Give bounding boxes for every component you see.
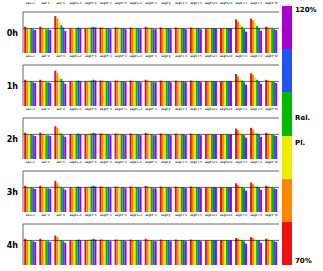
svg-text:Δβγ: Δβγ [161,108,171,112]
svg-text:ΔβC₄: ΔβC₄ [130,161,142,165]
svg-text:ΔβC₄: ΔβC₄ [130,2,142,6]
svg-text:ΔβP₄: ΔβP₄ [115,214,127,218]
svg-text:ΔβT₃: ΔβT₃ [175,214,187,218]
svg-text:ΔβC₂: ΔβC₂ [70,161,82,165]
svg-text:ΔβO₁: ΔβO₁ [205,214,218,218]
html-text:2h: 2h [6,135,18,144]
svg-text:ΔβO₁: ΔβO₁ [205,55,218,59]
svg-text:ΔF₃: ΔF₃ [56,2,64,5]
svg-text:ΔβT₄: ΔβT₄ [251,2,263,6]
svg-text:ΔF₃: ΔF₃ [56,55,64,58]
html-text:0h: 0h [6,29,18,38]
svg-text:ΔβP₄: ΔβP₄ [115,55,127,59]
svg-text:ΔβT₅: ΔβT₅ [190,161,202,165]
svg-text:ΔβT₆: ΔβT₆ [236,214,248,218]
svg-text:ΔβT₅: ΔβT₅ [190,55,202,59]
svg-text:ΔβT₃: ΔβT₃ [175,55,187,59]
svg-text:ΔβP₄: ΔβP₄ [115,2,127,6]
svg-text:ΔβP₄: ΔβP₄ [115,108,127,112]
svg-text:ΔC₁: ΔC₁ [26,55,35,58]
svg-text:ΔβF₄: ΔβF₄ [145,108,157,112]
html-text:1h: 1h [6,82,18,91]
svg-text:ΔβF₄: ΔβF₄ [145,55,157,59]
html-text:3h: 3h [6,188,18,197]
svg-text:ΔβF₄: ΔβF₄ [145,161,157,165]
svg-text:ΔβC₂: ΔβC₂ [70,108,82,112]
svg-text:ΔβP₃: ΔβP₃ [85,2,97,6]
svg-text:ΔF₂: ΔF₂ [41,108,49,111]
svg-text:ΔβT₄: ΔβT₄ [251,55,263,59]
svg-text:ΔβFθ: ΔβFθ [265,214,278,218]
svg-text:ΔF₃: ΔF₃ [56,214,64,217]
svg-text:ΔβT₆: ΔβT₆ [236,55,248,59]
svg-text:ΔC₁: ΔC₁ [26,161,35,164]
svg-text:ΔβP₄: ΔβP₄ [100,108,112,112]
svg-text:ΔF₃: ΔF₃ [56,161,64,164]
html-text:Rel.: Rel. [295,113,311,122]
svg-text:ΔβO₂: ΔβO₂ [220,161,233,165]
svg-text:ΔβP₄: ΔβP₄ [100,214,112,218]
svg-text:ΔβT₃: ΔβT₃ [175,2,187,6]
svg-text:ΔβC₄: ΔβC₄ [130,108,142,112]
svg-text:ΔβO₂: ΔβO₂ [220,108,233,112]
svg-text:Δβγ: Δβγ [161,55,171,59]
svg-text:ΔF₂: ΔF₂ [41,55,49,58]
svg-text:ΔβP₃: ΔβP₃ [85,161,97,165]
svg-text:ΔC₁: ΔC₁ [26,214,35,217]
svg-text:ΔβT₅: ΔβT₅ [190,214,202,218]
svg-text:ΔβFθ: ΔβFθ [265,2,278,6]
svg-text:ΔF₂: ΔF₂ [41,2,49,5]
svg-text:ΔβT₆: ΔβT₆ [236,161,248,165]
svg-text:ΔβF₄: ΔβF₄ [145,2,157,6]
svg-text:ΔβO₁: ΔβO₁ [205,2,218,6]
svg-text:ΔβP₃: ΔβP₃ [85,108,97,112]
svg-text:ΔβP₄: ΔβP₄ [115,161,127,165]
svg-text:ΔβT₆: ΔβT₆ [236,108,248,112]
svg-text:ΔβT₅: ΔβT₅ [190,2,202,6]
svg-text:ΔβC₄: ΔβC₄ [130,55,142,59]
html-text:4h: 4h [6,241,18,250]
svg-text:ΔβT₃: ΔβT₃ [175,108,187,112]
svg-text:ΔβP₄: ΔβP₄ [100,161,112,165]
svg-text:Δβγ: Δβγ [161,214,171,218]
svg-text:ΔβC₄: ΔβC₄ [130,214,142,218]
svg-text:ΔβO₂: ΔβO₂ [220,2,233,6]
svg-text:ΔβP₃: ΔβP₃ [85,55,97,59]
svg-text:ΔβC₂: ΔβC₂ [70,55,82,59]
svg-text:ΔβFθ: ΔβFθ [265,161,278,165]
svg-text:ΔC₁: ΔC₁ [26,108,35,111]
html-text:70%: 70% [295,257,312,265]
svg-text:ΔβF₄: ΔβF₄ [145,214,157,218]
svg-text:ΔF₂: ΔF₂ [41,161,49,164]
svg-text:ΔβT₄: ΔβT₄ [251,161,263,165]
svg-text:ΔF₃: ΔF₃ [56,108,64,111]
svg-text:ΔβP₄: ΔβP₄ [100,55,112,59]
svg-text:ΔβFθ: ΔβFθ [265,108,278,112]
svg-text:ΔβO₂: ΔβO₂ [220,214,233,218]
html-text:120%: 120% [295,6,317,14]
svg-text:ΔF₂: ΔF₂ [41,214,49,217]
svg-text:Δβγ: Δβγ [161,2,171,6]
svg-text:ΔβT₃: ΔβT₃ [175,161,187,165]
svg-text:ΔβT₄: ΔβT₄ [251,214,263,218]
svg-text:ΔβC₂: ΔβC₂ [70,214,82,218]
svg-text:ΔC₁: ΔC₁ [26,2,35,5]
svg-text:ΔβC₂: ΔβC₂ [70,2,82,6]
svg-text:Δβγ: Δβγ [161,161,171,165]
svg-text:ΔβT₅: ΔβT₅ [190,108,202,112]
html-text:Pl.: Pl. [295,139,306,148]
svg-text:ΔβP₃: ΔβP₃ [85,214,97,218]
svg-text:ΔβFθ: ΔβFθ [265,55,278,59]
svg-text:ΔβT₆: ΔβT₆ [236,2,248,6]
svg-text:ΔβT₄: ΔβT₄ [251,108,263,112]
svg-text:ΔβO₂: ΔβO₂ [220,55,233,59]
svg-text:ΔβO₁: ΔβO₁ [205,108,218,112]
svg-text:ΔβO₁: ΔβO₁ [205,161,218,165]
svg-text:ΔβP₄: ΔβP₄ [100,2,112,6]
